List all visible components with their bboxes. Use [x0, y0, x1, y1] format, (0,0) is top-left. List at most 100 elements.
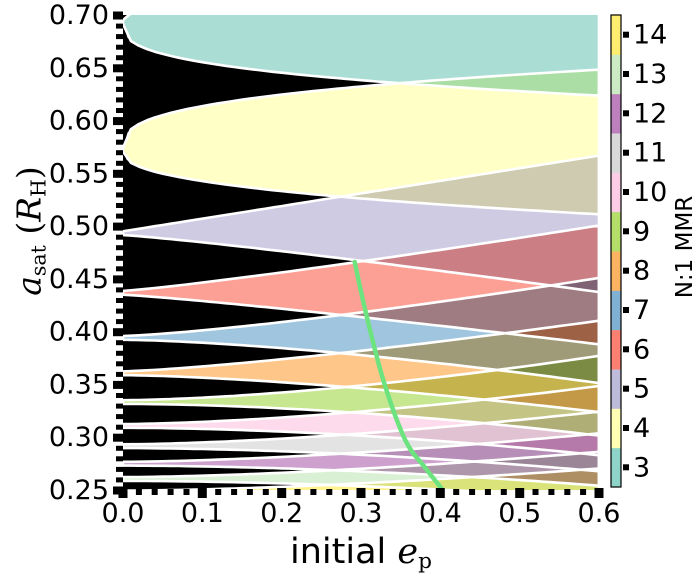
x-minor-tick	[151, 489, 158, 495]
y-minor-tick	[116, 371, 123, 377]
y-minor-tick	[116, 150, 123, 156]
black-region-wedge	[123, 339, 341, 372]
colorbar-tick-label: 9	[633, 216, 650, 247]
x-major-tick	[197, 488, 207, 498]
y-axis-label-open-paren: (	[9, 221, 49, 235]
x-tick-label: 0.0	[102, 498, 145, 529]
x-tick-label: 0.3	[340, 498, 383, 529]
y-minor-tick	[116, 319, 123, 325]
black-region-wedge	[123, 23, 400, 148]
y-tick-label: 0.60	[49, 106, 109, 137]
y-major-tick	[113, 275, 123, 284]
y-minor-tick	[116, 393, 123, 398]
y-minor-tick	[116, 287, 123, 293]
axis-ticks-group	[113, 11, 604, 498]
black-region-wedge	[123, 375, 347, 401]
colorbar-tick	[623, 149, 629, 156]
colorbar-segment-7	[611, 290, 621, 331]
x-major-tick	[435, 488, 445, 498]
x-minor-tick	[326, 489, 333, 495]
colorbar-tick-label: 10	[633, 177, 667, 208]
colorbar-tick	[623, 228, 629, 235]
x-minor-tick	[373, 489, 380, 495]
y-tick-label: 0.30	[49, 422, 109, 453]
colorbar-segment-5	[611, 369, 621, 409]
colorbar-tick	[623, 110, 629, 117]
colorbar-tick	[623, 346, 629, 353]
y-minor-tick	[116, 234, 123, 240]
x-minor-tick	[389, 489, 396, 495]
resonance-boundary-5-1	[123, 154, 599, 294]
colorbar-tick-label: 14	[633, 20, 667, 51]
resonance-boundary-11-1	[123, 410, 599, 473]
colorbar-tick-label: 5	[633, 374, 650, 405]
colorbar-tick-label: 4	[633, 413, 650, 444]
y-axis-label-var: a	[9, 276, 49, 296]
colorbar-segment-3	[611, 447, 621, 488]
y-tick-label: 0.40	[49, 317, 109, 348]
resonance-region-3-1	[123, 15, 599, 96]
y-minor-tick	[116, 424, 123, 430]
colorbar-tick-label: 3	[633, 452, 650, 483]
x-minor-tick	[453, 489, 460, 495]
x-minor-tick	[564, 489, 571, 495]
x-minor-tick	[405, 489, 412, 495]
y-minor-tick	[116, 308, 123, 314]
x-axis-label-sub: p	[418, 549, 432, 575]
resonance-fill-group	[123, 15, 599, 490]
y-minor-tick	[116, 350, 123, 356]
colorbar-tick-label: 11	[633, 138, 667, 169]
colorbar-tick-label: 8	[633, 256, 650, 287]
resonance-boundary-7-1	[123, 276, 599, 385]
resonance-boundary-12-1	[123, 432, 599, 487]
y-minor-tick	[116, 23, 123, 29]
y-minor-tick	[116, 445, 123, 451]
colorbar-segment-4	[611, 408, 621, 449]
x-major-tick	[277, 488, 287, 498]
x-minor-tick	[215, 489, 222, 495]
colorbar-tick	[623, 464, 629, 471]
y-axis-label-unit-var: R	[9, 196, 49, 222]
colorbar-segment-14	[611, 15, 621, 55]
resonance-boundary-4-1	[123, 68, 599, 216]
y-minor-tick	[116, 139, 123, 145]
colorbar-border	[610, 14, 622, 488]
x-minor-tick	[484, 489, 491, 495]
colorbar: 3 4 5 6 7 8 9 10 11 12 13 14	[610, 14, 667, 488]
colorbar-tick	[623, 385, 629, 392]
colorbar-tick	[623, 307, 629, 313]
colorbar-tick	[623, 267, 629, 274]
x-minor-tick	[310, 489, 317, 495]
y-minor-tick	[116, 181, 123, 187]
x-minor-tick	[135, 489, 142, 495]
colorbar-segment-8	[611, 251, 621, 291]
colorbar-tick-label: 7	[633, 295, 650, 326]
colorbar-label: N:1 MMR	[672, 195, 698, 299]
y-major-tick	[113, 11, 123, 20]
y-minor-tick	[116, 477, 123, 483]
y-minor-tick	[116, 361, 123, 367]
x-minor-tick	[183, 489, 190, 495]
x-axis-label-var: e	[397, 531, 419, 572]
y-minor-tick	[116, 245, 123, 251]
x-tick-label: 0.2	[260, 498, 303, 529]
y-minor-tick	[116, 255, 123, 261]
y-minor-tick	[116, 160, 123, 166]
x-minor-tick	[246, 489, 253, 495]
y-minor-tick	[116, 129, 123, 135]
y-minor-tick	[116, 34, 123, 40]
x-tick-label: 0.4	[419, 498, 462, 529]
x-minor-tick	[469, 489, 476, 495]
x-minor-tick	[500, 489, 507, 495]
black-region-wedge	[123, 404, 351, 424]
resonance-boundary-8-1	[123, 319, 599, 414]
colorbar-segment-13	[611, 54, 621, 95]
y-major-tick	[113, 169, 123, 178]
x-minor-tick	[342, 489, 349, 495]
y-minor-tick	[116, 97, 123, 103]
y-minor-tick	[116, 466, 123, 472]
y-minor-tick	[116, 76, 123, 82]
colorbar-tick	[623, 189, 629, 195]
colorbar-tick	[623, 425, 629, 431]
colorbar-segment-10	[611, 172, 621, 213]
